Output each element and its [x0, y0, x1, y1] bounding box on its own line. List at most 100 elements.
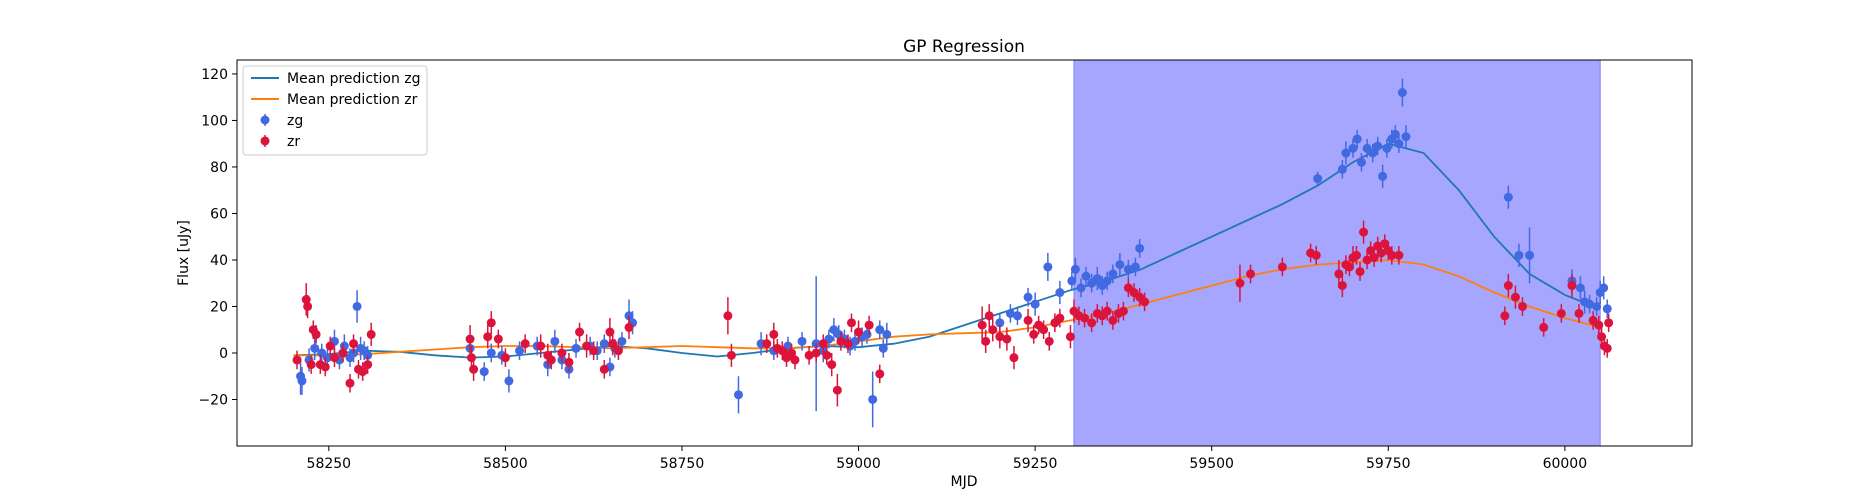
data-point-zr	[1359, 227, 1369, 237]
data-point-zr	[306, 360, 316, 370]
data-point-zg	[1005, 308, 1015, 318]
data-point-zr	[1394, 250, 1404, 260]
data-point-zg	[310, 343, 320, 353]
data-point-zr	[575, 327, 585, 337]
data-point-zg	[1030, 299, 1040, 309]
data-point-zr	[483, 332, 493, 342]
data-point-zr	[582, 341, 592, 351]
data-point-zg	[862, 329, 872, 339]
data-point-zr	[1080, 313, 1090, 323]
data-point-zr	[854, 327, 864, 337]
data-point-zr	[836, 336, 846, 346]
data-point-zr	[811, 348, 821, 358]
data-point-zr	[1087, 318, 1097, 328]
data-point-zr	[301, 295, 311, 305]
data-point-zr	[1380, 239, 1390, 249]
data-point-zr	[1362, 255, 1372, 265]
data-point-zr	[325, 341, 335, 351]
shaded-region-layer	[1073, 59, 1601, 447]
data-point-zr	[977, 320, 987, 330]
data-point-zr	[1539, 322, 1549, 332]
data-point-zr	[1108, 315, 1118, 325]
data-point-zr	[366, 329, 376, 339]
data-point-zr	[1277, 262, 1287, 272]
data-point-zg	[1081, 271, 1091, 281]
legend-label-zg-line: Mean prediction zg	[287, 71, 421, 87]
data-point-zr	[493, 334, 503, 344]
data-point-zg	[1378, 171, 1388, 181]
data-point-zr	[292, 355, 302, 365]
data-point-zg	[878, 343, 888, 353]
data-point-zr	[329, 353, 339, 363]
data-point-zr	[557, 348, 567, 358]
x-tick-label: 59250	[1013, 456, 1058, 472]
y-tick-label: 40	[210, 253, 228, 269]
data-point-zg	[1115, 260, 1125, 270]
legend: Mean prediction zg Mean prediction zr zg…	[242, 65, 428, 156]
legend-label-zg: zg	[287, 113, 303, 129]
data-point-zr	[1604, 318, 1614, 328]
data-point-zr	[804, 350, 814, 360]
data-point-zr	[613, 346, 623, 356]
y-tick-label: 20	[210, 299, 228, 315]
data-point-zg	[1525, 250, 1535, 260]
data-point-zr	[1567, 281, 1577, 291]
data-point-zg	[868, 394, 878, 404]
data-point-zr	[843, 339, 853, 349]
x-tick-label: 58250	[307, 456, 352, 472]
data-point-zr	[864, 320, 874, 330]
data-point-zr	[500, 353, 510, 363]
data-point-zr	[1366, 246, 1376, 256]
data-point-zr	[1023, 315, 1033, 325]
mean-line-zg	[293, 142, 1601, 359]
data-point-zg	[1602, 304, 1612, 314]
data-point-zr	[1009, 353, 1019, 363]
y-axis-label: Flux [uJy]	[176, 220, 192, 286]
x-tick-label: 59750	[1366, 456, 1411, 472]
data-point-zg	[1592, 301, 1602, 311]
data-point-zg	[1356, 157, 1366, 167]
data-point-zr	[875, 369, 885, 379]
data-point-zg	[1043, 262, 1053, 272]
data-point-zr	[608, 339, 618, 349]
data-point-zr	[1517, 301, 1527, 311]
data-point-zg	[571, 343, 581, 353]
data-point-zg	[1575, 283, 1585, 293]
data-point-zg	[1055, 288, 1065, 298]
data-point-zr	[995, 332, 1005, 342]
line-layer	[293, 142, 1601, 359]
data-point-zr	[589, 346, 599, 356]
data-point-zg	[733, 390, 743, 400]
data-point-zg	[504, 376, 514, 386]
data-point-zr	[981, 336, 991, 346]
y-axis-ticks: −20 0 20 40 60 80 100 120	[198, 67, 237, 408]
data-point-zg	[297, 376, 307, 386]
data-point-zg	[875, 325, 885, 335]
data-point-zr	[984, 311, 994, 321]
data-point-zr	[345, 378, 355, 388]
data-point-zg	[617, 336, 627, 346]
data-point-zr	[1594, 320, 1604, 330]
y-tick-label: 0	[219, 346, 228, 362]
data-point-zr	[1352, 250, 1362, 260]
data-point-zr	[1574, 308, 1584, 318]
data-point-zg	[1067, 276, 1077, 286]
data-point-zr	[1118, 306, 1128, 316]
data-point-zg	[479, 367, 489, 377]
data-point-zg	[1123, 264, 1133, 274]
data-point-zr	[465, 334, 475, 344]
data-point-zr	[363, 360, 373, 370]
data-point-zg	[1394, 139, 1404, 149]
data-point-zr	[769, 329, 779, 339]
data-point-zg	[1341, 148, 1351, 158]
x-axis-ticks: 58250 58500 58750 59000 59250 59500 59750 60000	[307, 446, 1587, 472]
data-point-zr	[1311, 250, 1321, 260]
data-point-zg	[352, 301, 362, 311]
data-point-zg	[1313, 174, 1323, 184]
data-point-zg	[486, 348, 496, 358]
data-point-zr	[832, 385, 842, 395]
data-point-zg	[1599, 283, 1609, 293]
data-point-zr	[1602, 343, 1612, 353]
data-point-zr	[786, 348, 796, 358]
